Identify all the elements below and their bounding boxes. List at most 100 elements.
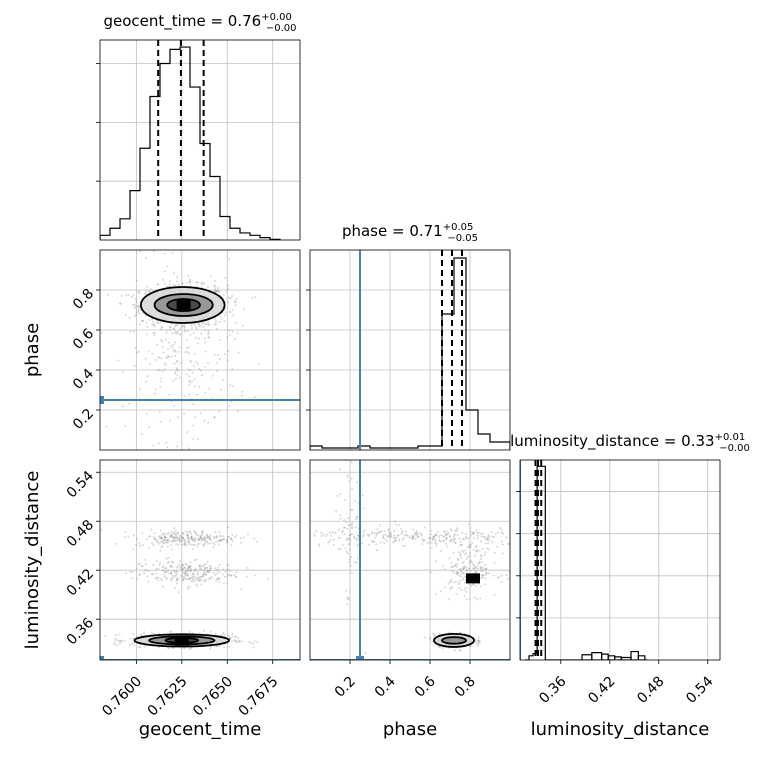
scatter-point: [433, 535, 436, 538]
scatter-point: [214, 567, 217, 570]
scatter-point: [240, 640, 243, 643]
scatter-point: [228, 645, 231, 648]
panel-luminosity-distance-vs-phase-frame: [309, 459, 511, 661]
scatter-point: [137, 304, 140, 307]
scatter-point: [376, 528, 379, 531]
scatter-point: [144, 357, 147, 360]
title-plus-geocent-time: +0.00: [261, 12, 292, 23]
scatter-point: [450, 528, 453, 531]
scatter-point: [177, 537, 180, 540]
scatter-point: [202, 321, 205, 324]
scatter-point: [144, 292, 147, 295]
scatter-point: [482, 532, 485, 535]
scatter-point: [343, 533, 346, 536]
scatter-point: [168, 280, 171, 282]
scatter-point: [160, 577, 163, 580]
scatter-point: [213, 353, 216, 356]
scatter-point: [351, 508, 354, 511]
scatter-point: [121, 405, 124, 408]
scatter-point: [448, 539, 451, 542]
scatter-point: [463, 588, 466, 591]
scatter-point: [243, 307, 246, 310]
scatter-point: [253, 640, 256, 643]
scatter-point: [120, 640, 122, 643]
scatter-point: [189, 565, 192, 568]
scatter-point: [240, 588, 243, 591]
scatter-point: [177, 350, 180, 353]
scatter-point: [187, 454, 189, 456]
scatter-point: [190, 327, 193, 329]
scatter-point: [412, 537, 415, 540]
scatter-point: [382, 536, 385, 539]
scatter-point: [217, 578, 220, 581]
scatter-point: [210, 275, 212, 278]
scatter-point: [356, 557, 359, 560]
scatter-point: [394, 520, 397, 523]
scatter-point: [462, 578, 465, 581]
scatter-point: [493, 594, 496, 597]
scatter-point: [388, 532, 391, 535]
scatter-point: [204, 563, 207, 565]
scatter-point: [345, 603, 348, 606]
scatter-point: [194, 568, 197, 571]
scatter-point: [179, 540, 182, 542]
scatter-point: [213, 537, 216, 539]
scatter-point: [478, 640, 481, 643]
scatter-point: [332, 543, 335, 546]
scatter-point: [132, 534, 135, 537]
scatter-point: [343, 526, 346, 529]
scatter-point: [463, 575, 466, 578]
scatter-point: [234, 635, 237, 638]
scatter-point: [118, 633, 121, 636]
scatter-point: [189, 278, 191, 281]
scatter-point: [177, 331, 179, 334]
scatter-point: [213, 416, 216, 419]
scatter-point: [180, 540, 182, 543]
scatter-point: [205, 566, 208, 569]
scatter-point: [350, 509, 353, 511]
scatter-point: [442, 540, 445, 543]
scatter-point: [408, 535, 411, 538]
scatter-point: [153, 532, 156, 535]
scatter-point: [198, 564, 201, 567]
scatter-point: [139, 323, 142, 326]
scatter-point: [176, 445, 179, 448]
scatter-point: [475, 529, 478, 532]
scatter-point: [411, 536, 414, 539]
scatter-point: [350, 571, 353, 574]
scatter-point: [186, 533, 189, 536]
scatter-point: [167, 538, 170, 541]
scatter-point: [135, 279, 138, 282]
scatter-point: [423, 636, 426, 639]
scatter-point: [170, 544, 173, 547]
hist-luminosity-distance-bump-7: [637, 655, 646, 660]
scatter-point: [213, 543, 216, 546]
scatter-point: [477, 639, 479, 642]
scatter-point: [397, 534, 400, 537]
scatter-point: [476, 642, 479, 645]
scatter-point: [356, 534, 359, 537]
scatter-point: [184, 543, 186, 546]
scatter-point: [184, 572, 187, 575]
scatter-point: [174, 350, 177, 353]
scatter-point: [178, 333, 181, 336]
scatter-point: [175, 360, 178, 363]
scatter-point: [465, 586, 468, 589]
scatter-point: [208, 570, 211, 573]
scatter-point: [194, 336, 197, 339]
scatter-point: [171, 332, 174, 335]
scatter-point: [366, 533, 369, 536]
scatter-point: [200, 281, 203, 284]
scatter-point: [217, 566, 220, 569]
scatter-point: [161, 533, 164, 536]
scatter-point: [483, 553, 486, 556]
scatter-point: [483, 574, 486, 577]
scatter-point: [169, 535, 172, 538]
scatter-point: [151, 323, 154, 326]
scatter-point: [119, 302, 122, 305]
scatter-point: [472, 532, 475, 535]
scatter-point: [237, 410, 239, 413]
scatter-point: [440, 540, 443, 543]
scatter-point: [178, 564, 181, 566]
scatter-point: [450, 586, 453, 589]
